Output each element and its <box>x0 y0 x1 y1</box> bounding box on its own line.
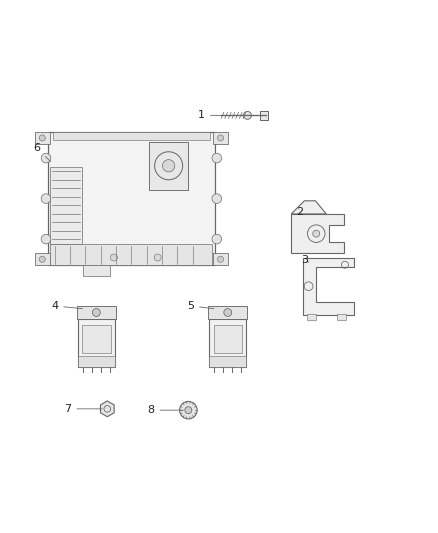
Polygon shape <box>291 214 344 253</box>
Circle shape <box>154 254 161 261</box>
Circle shape <box>39 135 46 141</box>
Bar <box>35 253 50 265</box>
Circle shape <box>244 111 251 119</box>
Circle shape <box>185 407 192 414</box>
Bar <box>53 132 210 140</box>
Circle shape <box>180 401 197 419</box>
Bar <box>78 319 115 367</box>
Circle shape <box>217 256 223 262</box>
Bar <box>149 142 188 190</box>
Circle shape <box>313 230 320 237</box>
Circle shape <box>39 256 46 262</box>
Bar <box>50 167 82 244</box>
Circle shape <box>224 309 232 317</box>
Text: 1: 1 <box>198 110 227 120</box>
Bar <box>260 111 268 120</box>
Bar <box>35 132 50 144</box>
Text: 4: 4 <box>51 301 83 311</box>
Circle shape <box>217 135 223 141</box>
Polygon shape <box>303 258 354 314</box>
Bar <box>209 319 246 367</box>
Circle shape <box>92 309 100 317</box>
Bar <box>77 306 116 319</box>
Bar <box>208 306 247 319</box>
Bar <box>213 253 228 265</box>
Bar <box>82 325 110 353</box>
Bar <box>213 132 228 144</box>
Circle shape <box>41 194 51 204</box>
Circle shape <box>110 254 117 261</box>
Text: 7: 7 <box>64 404 102 414</box>
Text: 3: 3 <box>301 255 309 265</box>
Circle shape <box>212 154 222 163</box>
Bar <box>337 314 346 320</box>
Polygon shape <box>291 201 326 214</box>
Bar <box>214 325 242 353</box>
Circle shape <box>212 235 222 244</box>
Text: 6: 6 <box>34 143 51 161</box>
Bar <box>307 314 315 320</box>
Text: 5: 5 <box>187 301 214 311</box>
Bar <box>78 356 115 367</box>
Circle shape <box>162 159 175 172</box>
Bar <box>209 356 246 367</box>
Bar <box>50 245 212 265</box>
Bar <box>48 132 215 265</box>
Bar <box>83 265 110 276</box>
Polygon shape <box>100 401 114 417</box>
Text: 8: 8 <box>148 405 184 415</box>
Circle shape <box>41 154 51 163</box>
Text: 2: 2 <box>297 207 304 217</box>
Circle shape <box>212 194 222 204</box>
Circle shape <box>41 235 51 244</box>
